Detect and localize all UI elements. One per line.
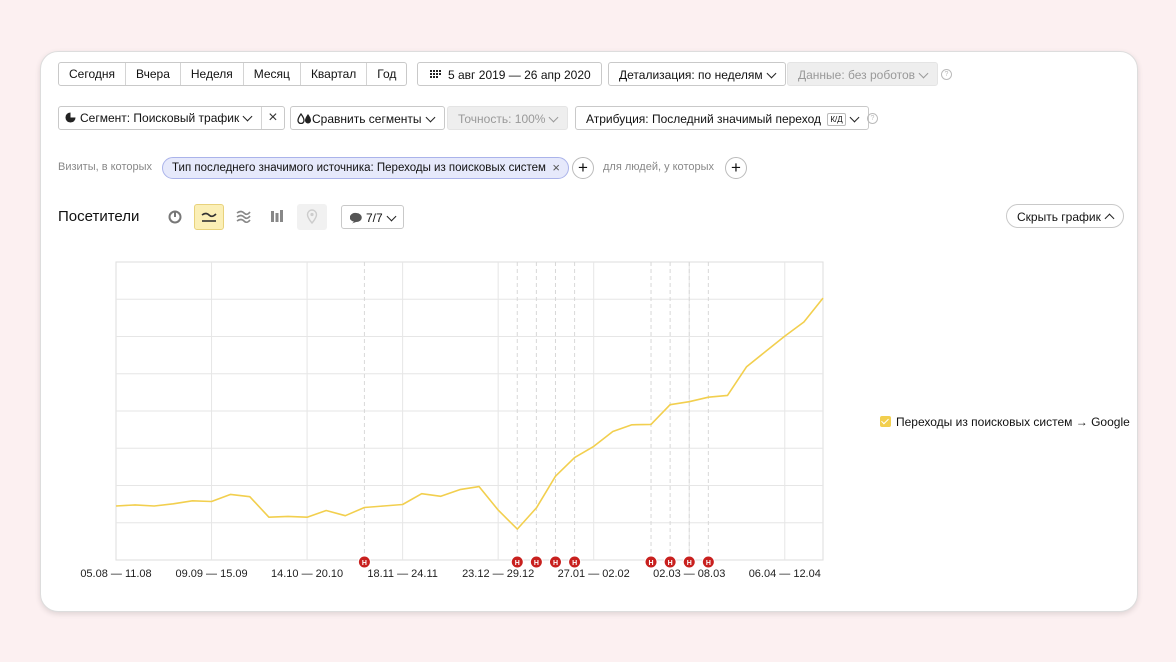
line-view-button[interactable] [194,204,224,230]
pie-segment-icon [65,112,76,123]
annotation-marker [682,555,696,569]
attribution-label: Атрибуция: Последний значимый переход [586,112,821,126]
date-range-label: 5 авг 2019 — 26 апр 2020 [448,68,591,82]
legend-label[interactable]: Переходы из поисковых систем → Google [896,415,1130,429]
period-today-button[interactable]: Сегодня [59,63,126,85]
bar-chart-icon [271,210,283,222]
annotation-marker [548,555,562,569]
annotation-marker-label: Н [572,560,577,567]
annotation-marker-label: Н [648,560,653,567]
hide-chart-label: Скрыть график [1017,210,1101,224]
accuracy-label: Точность: 100% [458,112,546,126]
x-tick-label: 06.04 — 12.04 [749,568,821,580]
detail-label: Детализация: по неделям [619,68,763,82]
x-tick-label: 02.03 — 08.03 [653,568,725,580]
annotation-marker-label: Н [687,560,692,567]
notes-dropdown[interactable]: 7/7 [341,205,404,229]
data-filter-label: Данные: без роботов [798,68,916,82]
filter-tag[interactable]: Тип последнего значимого источника: Пере… [162,157,569,179]
filter-tag-label: Тип последнего значимого источника: Пере… [172,162,546,174]
annotation-marker-label: Н [515,560,520,567]
legend-checkbox[interactable] [880,416,891,427]
notes-count: 7/7 [366,211,383,225]
segment-dropdown[interactable]: Сегмент: Поисковый трафик [59,107,263,129]
period-yesterday-button[interactable]: Вчера [126,63,181,85]
annotation-marker-label: Н [362,560,367,567]
period-year-button[interactable]: Год [377,67,397,81]
stacked-area-icon [236,210,251,224]
drops-icon [297,112,311,125]
chart-title: Посетители [58,208,140,225]
annotation-marker [701,555,715,569]
calendar-icon [430,70,441,78]
x-axis-ticks: 05.08 — 11.08 09.09 — 15.09 14.10 — 20.10 1… [80,568,821,580]
annotation-lines [363,262,709,560]
people-label: для людей, у которых [603,161,714,173]
bar-view-button[interactable] [262,204,292,230]
x-tick-label: 14.10 — 20.10 [271,568,343,580]
x-tick-label: 09.09 — 15.09 [175,568,247,580]
line-chart-icon [201,212,217,222]
segment-clear-button[interactable]: × [268,109,278,126]
hide-chart-button[interactable]: Скрыть график [1006,204,1124,228]
segment-control: Сегмент: Поисковый трафик × [58,106,285,130]
comment-icon [349,212,362,224]
map-pin-icon [306,209,318,225]
period-month-button[interactable]: Месяц [244,63,301,85]
attribution-dropdown[interactable]: Атрибуция: Последний значимый переход К/… [575,106,869,130]
x-tick-label: 18.11 — 24.11 [367,568,438,580]
annotation-marker [568,555,582,569]
pie-chart-icon [168,210,182,224]
area-view-button[interactable] [228,204,258,230]
series-line-google[interactable] [115,297,824,530]
segment-label: Сегмент: Поисковый трафик [80,111,240,125]
pie-view-button[interactable] [160,204,190,230]
annotation-marker-label: Н [706,560,711,567]
detail-dropdown[interactable]: Детализация: по неделям [608,62,786,86]
annotation-marker [663,555,677,569]
annotation-marker [510,555,524,569]
attribution-badge: К/Д [827,113,846,126]
period-quarter-button[interactable]: Квартал [301,63,368,85]
map-view-button [297,204,327,230]
visits-label: Визиты, в которых [58,161,152,173]
add-people-condition-button[interactable]: + [725,157,747,179]
help-icon[interactable]: ? [941,69,952,80]
x-tick-label: 05.08 — 11.08 [80,568,151,580]
x-tick-label: 27.01 — 02.02 [558,568,630,580]
period-selector: Сегодня Вчера Неделя Месяц Квартал Год [58,62,408,86]
x-tick-label: 23.12 — 29.12 [462,568,534,580]
annotation-marker [357,555,371,569]
annotation-marker-label: Н [668,560,673,567]
compare-segments-label: Сравнить сегменты [312,112,422,126]
annotation-marker [644,555,658,569]
grid-horizontal [116,298,823,524]
annotation-marker-label: Н [553,560,558,567]
close-icon[interactable]: × [552,160,560,175]
accuracy-dropdown: Точность: 100% [447,106,569,130]
date-range-button[interactable]: 5 авг 2019 — 26 апр 2020 [417,62,602,86]
compare-segments-dropdown[interactable]: Сравнить сегменты [290,106,445,130]
period-week-button[interactable]: Неделя [181,63,244,85]
help-icon[interactable]: ? [867,113,878,124]
annotation-marker [529,555,543,569]
data-filter-dropdown: Данные: без роботов [787,62,939,86]
add-visit-condition-button[interactable]: + [572,157,594,179]
annotation-marker-label: Н [534,560,539,567]
